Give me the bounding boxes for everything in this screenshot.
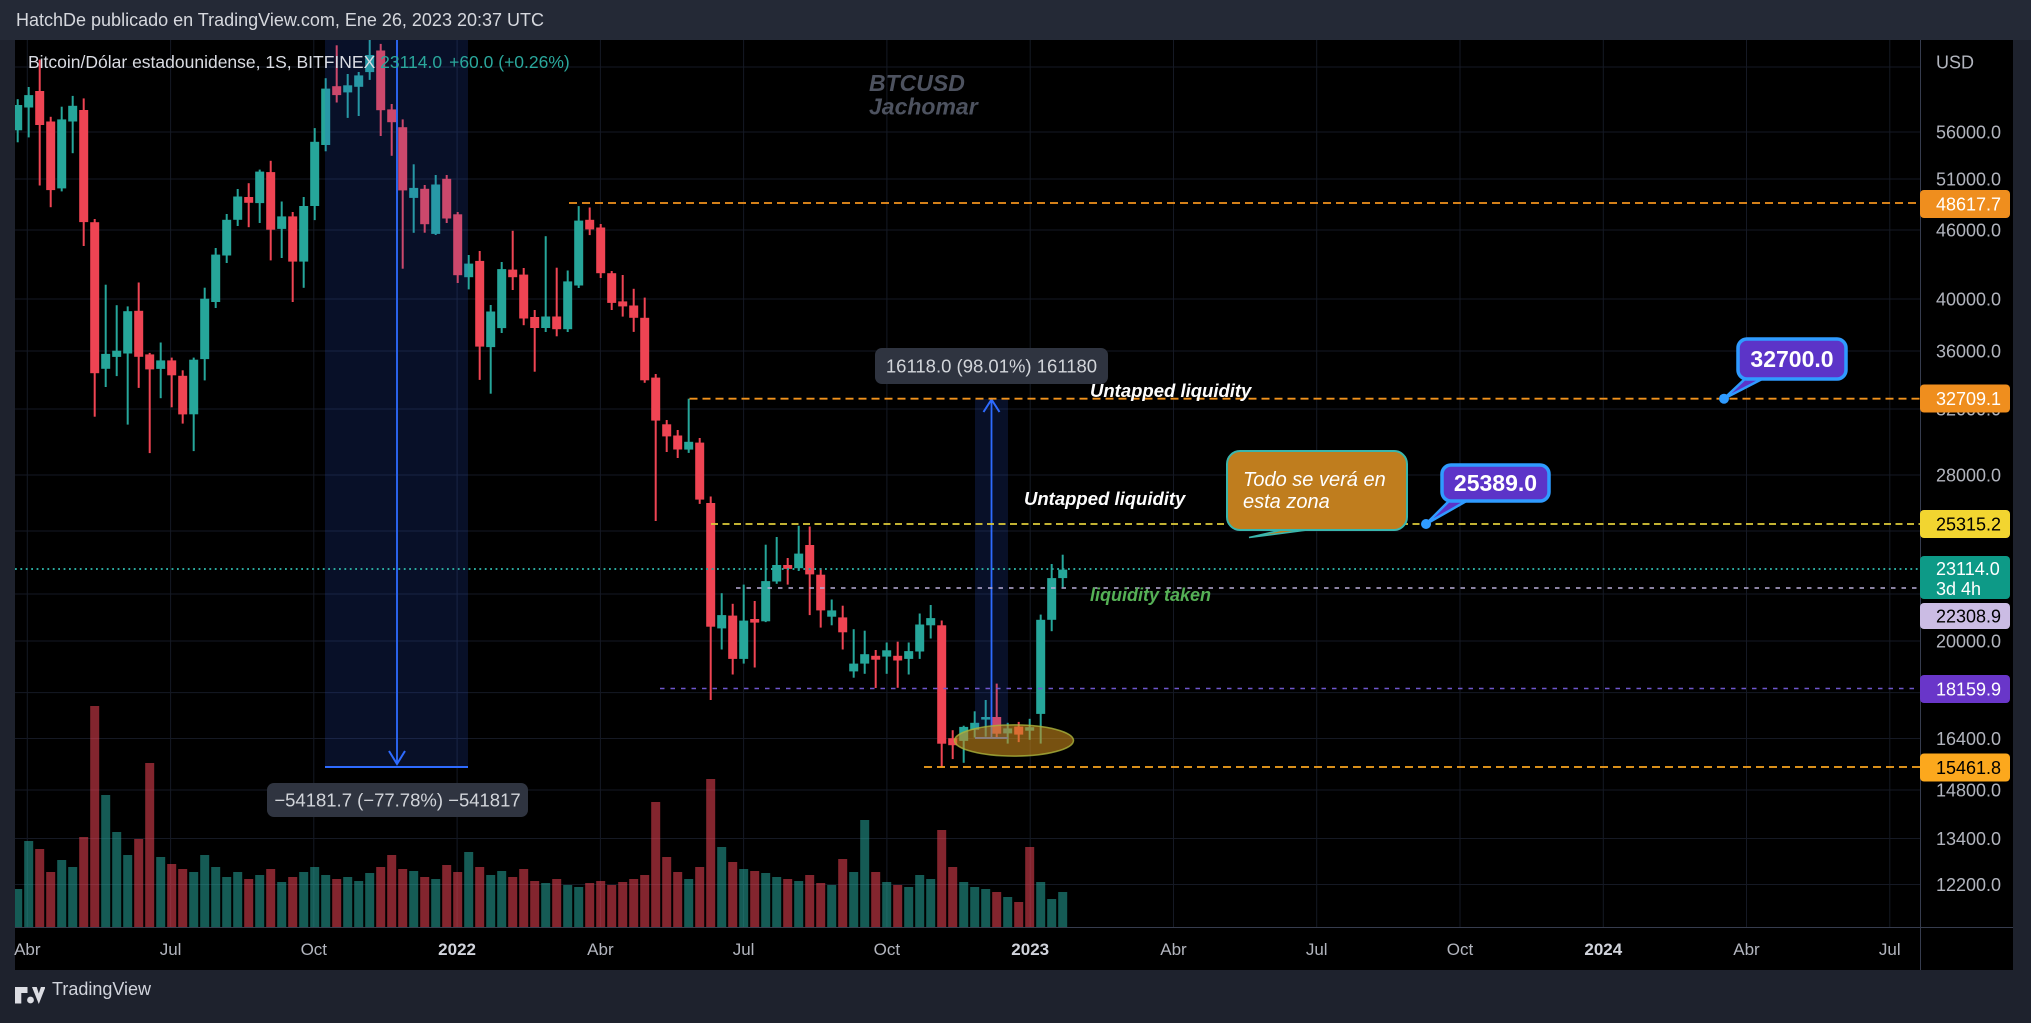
- svg-text:Jachomar: Jachomar: [869, 94, 979, 120]
- svg-text:Untapped liquidity: Untapped liquidity: [1090, 380, 1253, 401]
- svg-text:2022: 2022: [438, 940, 476, 959]
- svg-text:28000.0: 28000.0: [1936, 466, 2001, 486]
- svg-text:16400.0: 16400.0: [1936, 729, 2001, 749]
- svg-text:32700.0: 32700.0: [1750, 346, 1833, 372]
- svg-text:liquidity taken: liquidity taken: [1090, 585, 1211, 605]
- svg-text:2024: 2024: [1584, 940, 1622, 959]
- svg-text:esta zona: esta zona: [1243, 491, 1330, 513]
- svg-text:16118.0 (98.01%) 161180: 16118.0 (98.01%) 161180: [886, 356, 1097, 377]
- svg-text:51000.0: 51000.0: [1936, 170, 2001, 190]
- svg-text:USD: USD: [1936, 53, 1974, 73]
- svg-text:Jul: Jul: [1879, 940, 1901, 959]
- svg-text:56000.0: 56000.0: [1936, 123, 2001, 143]
- svg-text:Abr: Abr: [1160, 940, 1187, 959]
- svg-text:Jul: Jul: [733, 940, 755, 959]
- svg-text:Bitcoin/Dólar estadounidense,: Bitcoin/Dólar estadounidense, 1S, BITFIN…: [28, 52, 570, 72]
- svg-text:Oct: Oct: [1447, 940, 1474, 959]
- svg-text:40000.0: 40000.0: [1936, 290, 2001, 310]
- svg-text:36000.0: 36000.0: [1936, 342, 2001, 362]
- svg-text:22308.9: 22308.9: [1936, 607, 2001, 627]
- svg-text:BTCUSD: BTCUSD: [869, 70, 965, 96]
- svg-text:48617.7: 48617.7: [1936, 195, 2001, 215]
- svg-text:46000.0: 46000.0: [1936, 221, 2001, 241]
- svg-text:32709.1: 32709.1: [1936, 389, 2001, 409]
- svg-text:Abr: Abr: [1733, 940, 1760, 959]
- svg-text:25315.2: 25315.2: [1936, 515, 2001, 535]
- svg-text:Oct: Oct: [874, 940, 901, 959]
- svg-text:25389.0: 25389.0: [1454, 470, 1537, 496]
- svg-text:13400.0: 13400.0: [1936, 829, 2001, 849]
- svg-text:14800.0: 14800.0: [1936, 781, 2001, 801]
- svg-text:20000.0: 20000.0: [1936, 632, 2001, 652]
- svg-text:Jul: Jul: [1306, 940, 1328, 959]
- svg-text:3d 4h: 3d 4h: [1936, 579, 1981, 599]
- svg-text:18159.9: 18159.9: [1936, 680, 2001, 700]
- svg-text:15461.8: 15461.8: [1936, 758, 2001, 778]
- svg-text:23114.0: 23114.0: [1936, 559, 2000, 579]
- svg-text:Abr: Abr: [587, 940, 614, 959]
- svg-text:2023: 2023: [1011, 940, 1049, 959]
- svg-text:−54181.7 (−77.78%) −541817: −54181.7 (−77.78%) −541817: [274, 790, 520, 811]
- svg-text:Untapped liquidity: Untapped liquidity: [1024, 488, 1187, 509]
- svg-text:12200.0: 12200.0: [1936, 875, 2001, 895]
- svg-text:Jul: Jul: [160, 940, 182, 959]
- svg-text:Todo se verá en: Todo se verá en: [1243, 469, 1386, 491]
- svg-text:Abr: Abr: [14, 940, 41, 959]
- svg-text:Oct: Oct: [301, 940, 328, 959]
